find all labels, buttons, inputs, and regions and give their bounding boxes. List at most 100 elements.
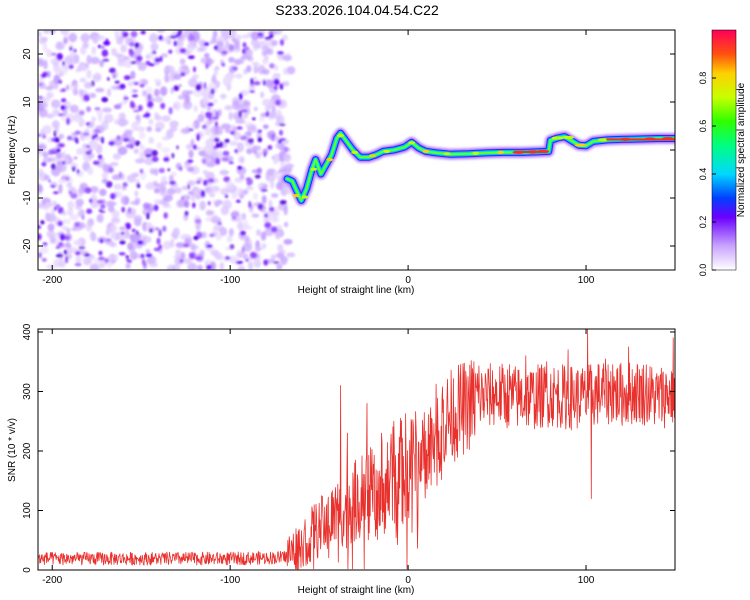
noise-blob-strong — [38, 233, 42, 241]
noise-blob — [82, 41, 89, 49]
noise-blob — [276, 263, 283, 270]
ridge-peak — [551, 136, 564, 140]
noise-blob — [213, 67, 219, 77]
noise-blob — [237, 221, 244, 231]
noise-blob — [117, 233, 127, 241]
colorbar-tick-label: 0.6 — [698, 120, 708, 133]
noise-blob — [273, 153, 280, 163]
noise-blob-strong — [168, 107, 173, 115]
noise-blob — [156, 141, 162, 150]
noise-blob — [109, 162, 119, 167]
noise-blob-strong — [74, 137, 79, 142]
noise-blob-strong — [151, 149, 158, 157]
noise-blob — [110, 232, 117, 240]
noise-blob — [282, 67, 290, 75]
noise-blob — [91, 116, 96, 123]
noise-blob-strong — [132, 89, 138, 93]
noise-blob-strong — [145, 154, 152, 158]
noise-blob-strong — [253, 81, 261, 86]
noise-blob — [113, 254, 119, 262]
noise-blob-strong — [279, 129, 283, 136]
noise-blob-strong — [125, 222, 131, 230]
noise-blob-strong — [76, 169, 80, 174]
noise-blob-strong — [125, 255, 130, 258]
noise-blob-strong — [57, 113, 64, 117]
noise-blob-strong — [257, 203, 264, 210]
top-y-ticks: -20 -10 0 10 20 — [22, 48, 675, 253]
noise-blob — [224, 105, 234, 111]
noise-blob — [87, 167, 94, 175]
noise-blob — [149, 33, 159, 43]
noise-blob — [113, 183, 122, 190]
noise-blob-strong — [84, 187, 92, 194]
noise-blob-strong — [248, 200, 252, 209]
noise-blob — [61, 218, 71, 225]
noise-blob — [265, 105, 271, 113]
noise-blob — [118, 112, 126, 121]
noise-blob-strong — [39, 82, 43, 86]
noise-blob — [63, 37, 68, 45]
noise-blob — [181, 127, 191, 134]
noise-blob-strong — [104, 258, 109, 264]
noise-blob-strong — [139, 168, 144, 174]
noise-blob-strong — [269, 63, 275, 69]
top-y-tick-label: -10 — [22, 190, 33, 205]
noise-blob — [86, 69, 92, 79]
noise-blob-strong — [181, 196, 184, 201]
noise-blob — [166, 264, 176, 270]
noise-blob — [214, 80, 221, 89]
noise-blob-strong — [240, 230, 246, 236]
ridge-peak — [422, 149, 430, 153]
noise-blob — [135, 126, 146, 132]
noise-blob-strong — [221, 50, 228, 55]
noise-blob — [145, 182, 156, 190]
noise-blob-strong — [42, 242, 48, 247]
noise-blob-strong — [261, 188, 268, 192]
noise-blob-strong — [155, 58, 160, 63]
noise-blob-strong — [97, 44, 101, 49]
noise-blob — [226, 82, 232, 92]
noise-blob — [145, 249, 151, 254]
noise-blob — [246, 65, 252, 73]
noise-blob-strong — [56, 148, 61, 153]
noise-blob-strong — [131, 228, 136, 233]
noise-blob-strong — [249, 251, 257, 259]
noise-blob-strong — [38, 225, 41, 229]
noise-blob-strong — [129, 41, 135, 47]
noise-blob-strong — [97, 154, 103, 160]
noise-blob-strong — [187, 55, 195, 60]
noise-blob — [219, 227, 228, 236]
noise-blob — [236, 187, 246, 195]
noise-blob-strong — [163, 212, 168, 219]
noise-blob — [244, 122, 253, 128]
noise-blob-strong — [108, 67, 116, 74]
noise-blob — [235, 34, 242, 41]
noise-blob — [253, 106, 258, 111]
noise-blob — [181, 185, 188, 191]
noise-blob-strong — [245, 258, 249, 262]
noise-blob-strong — [60, 104, 66, 111]
noise-blob-strong — [99, 210, 106, 214]
noise-blob — [142, 90, 148, 97]
noise-blob — [282, 153, 292, 163]
noise-blob — [77, 210, 84, 217]
colorbar: 0.0 0.2 0.4 0.6 0.8 Normalized spectral ampl… — [698, 29, 747, 276]
noise-blob-strong — [215, 157, 221, 165]
noise-blob — [197, 114, 205, 123]
noise-blob — [90, 186, 99, 193]
noise-blob-strong — [137, 104, 143, 112]
noise-blob — [98, 114, 103, 122]
noise-blob — [142, 207, 153, 216]
noise-blob-strong — [96, 200, 104, 204]
noise-blob — [38, 81, 46, 90]
noise-blob-strong — [74, 221, 81, 228]
noise-blob — [201, 86, 209, 93]
noise-blob-strong — [59, 233, 66, 241]
noise-blob — [125, 263, 131, 269]
noise-blob — [119, 226, 126, 231]
noise-blob — [272, 213, 278, 222]
noise-blob-strong — [270, 226, 278, 233]
noise-blob-strong — [264, 221, 272, 229]
noise-blob-strong — [40, 73, 46, 79]
noise-blob-strong — [94, 107, 101, 111]
